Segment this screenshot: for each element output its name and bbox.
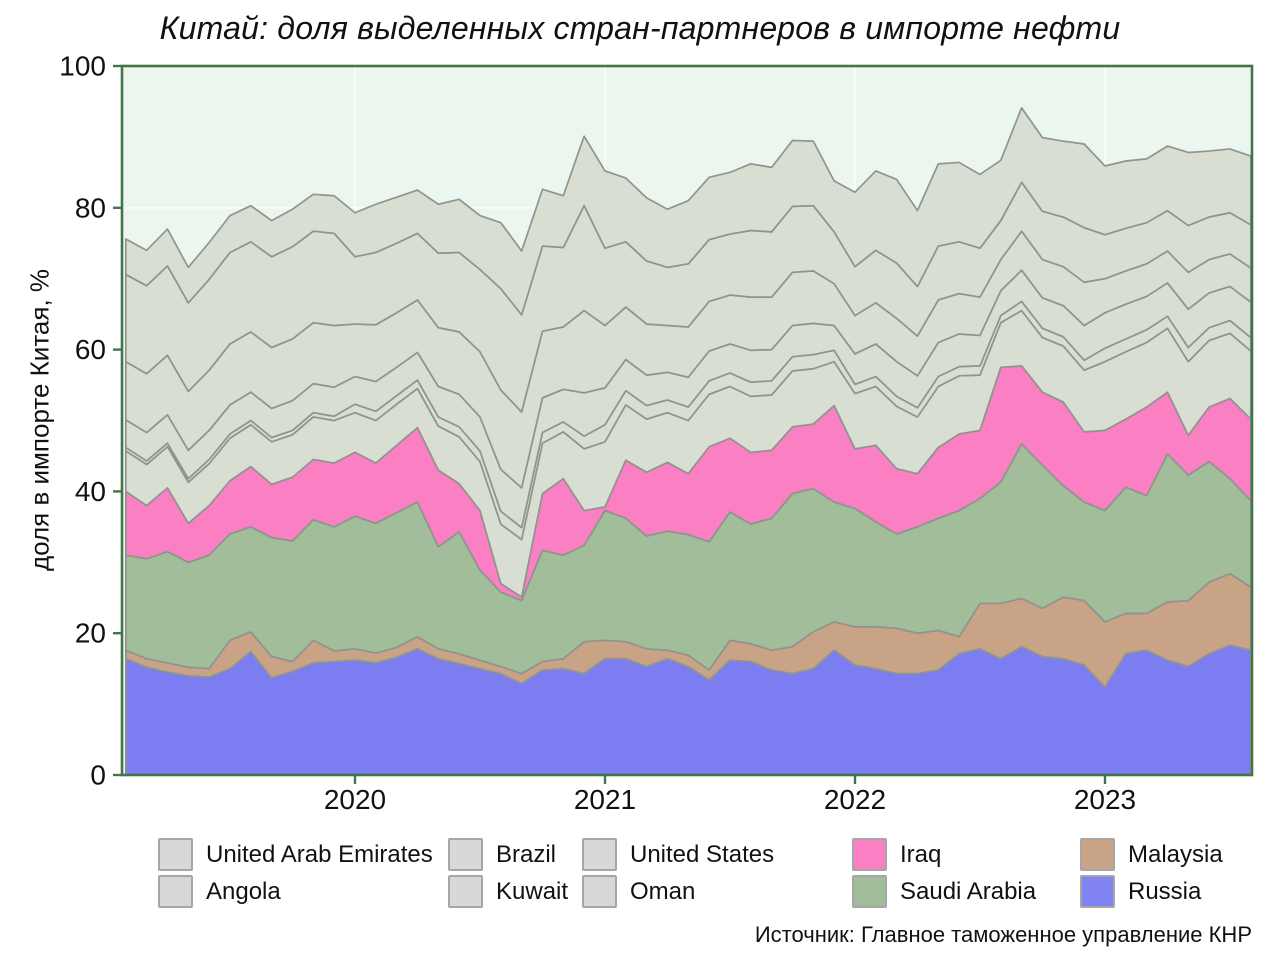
x-tick-label: 2023 bbox=[1074, 784, 1136, 815]
source-note: Источник: Главное таможенное управление … bbox=[754, 922, 1252, 947]
panel-frame bbox=[120, 64, 1254, 777]
y-tick-label: 40 bbox=[75, 476, 106, 507]
y-tick-label: 20 bbox=[75, 618, 106, 649]
x-tick-label: 2020 bbox=[324, 784, 386, 815]
y-tick-label: 80 bbox=[75, 192, 106, 223]
y-tick-label: 100 bbox=[59, 51, 106, 82]
y-tick-label: 0 bbox=[90, 760, 106, 791]
chart-title: Китай: доля выделенных стран-партнеров в… bbox=[159, 10, 1121, 46]
y-tick-label: 60 bbox=[75, 334, 106, 365]
x-tick-label: 2021 bbox=[574, 784, 636, 815]
x-tick-label: 2022 bbox=[824, 784, 886, 815]
